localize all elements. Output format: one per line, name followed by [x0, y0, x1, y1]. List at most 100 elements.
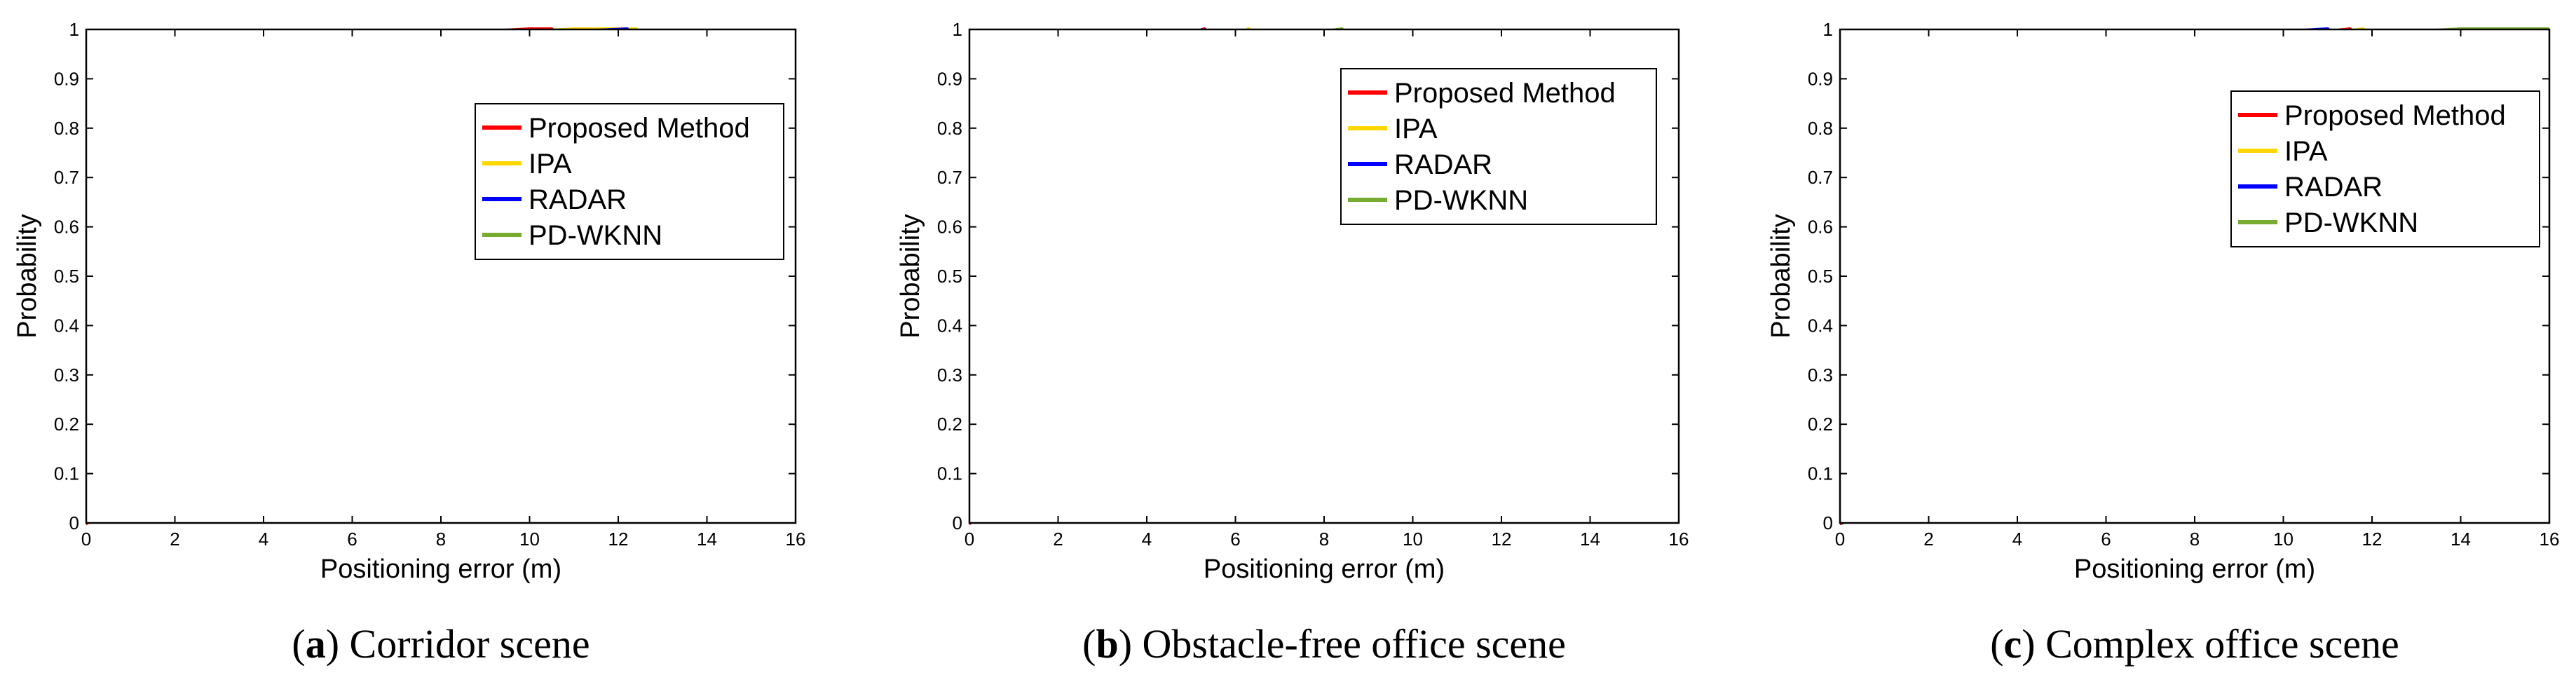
legend-label-proposed-method: Proposed Method — [2284, 100, 2506, 131]
x-tick-label: 4 — [259, 529, 268, 550]
caption-paren-close: ) — [326, 621, 350, 667]
x-tick-label: 2 — [1053, 529, 1063, 550]
y-tick-label: 0.4 — [937, 315, 962, 336]
caption-paren-close: ) — [2022, 621, 2045, 667]
x-tick-label: 8 — [2190, 529, 2200, 550]
x-axis-label: Positioning error (m) — [320, 554, 561, 584]
y-tick-label: 0.5 — [54, 266, 79, 287]
x-tick-label: 16 — [1669, 529, 1689, 550]
x-axis-label: Positioning error (m) — [1204, 554, 1445, 584]
legend: Proposed Method IPA RADAR PD-WKNN — [475, 103, 784, 260]
x-tick-label: 10 — [2273, 529, 2294, 550]
caption-paren-open: ( — [1990, 621, 2003, 667]
caption-text: Complex office scene — [2045, 621, 2399, 667]
x-tick-label: 4 — [2012, 529, 2022, 550]
chart-panel-3: 0 2 4 6 8 10 12 14 16 0 0.1 0.2 0.3 0.4 0.5 0.6 0.7 0.8 0.… — [1766, 19, 2559, 667]
y-tick-label: 0.2 — [937, 414, 962, 435]
x-tick-label: 8 — [436, 529, 446, 550]
legend-label-radar: RADAR — [2284, 172, 2383, 203]
legend-box — [1340, 68, 1657, 225]
x-tick-label: 12 — [608, 529, 629, 550]
y-tick-label: 0.1 — [937, 463, 962, 484]
y-tick-label: 0.4 — [54, 315, 79, 336]
y-tick-label: 0.7 — [1808, 167, 1833, 188]
x-tick-label: 6 — [347, 529, 357, 550]
legend: Proposed Method IPA RADAR PD-WKNN — [1340, 68, 1657, 225]
y-tick-label: 0.9 — [1808, 68, 1833, 89]
y-tick-label: 1 — [69, 19, 79, 40]
y-tick-label: 0.1 — [54, 463, 79, 484]
y-tick-label: 0.8 — [937, 118, 962, 139]
x-tick-label: 6 — [2101, 529, 2111, 550]
caption-text: Obstacle-free office scene — [1143, 621, 1566, 667]
x-tick-label: 4 — [1142, 529, 1152, 550]
y-tick-label: 0.5 — [1808, 266, 1833, 287]
legend-label-radar: RADAR — [529, 184, 627, 215]
y-tick-label: 0.6 — [54, 217, 79, 238]
legend-label-ipa: IPA — [1394, 114, 1438, 144]
figure-caption: (b) Obstacle-free office scene — [1082, 621, 1566, 667]
y-tick-label: 0.5 — [937, 266, 962, 287]
caption-text: Corridor scene — [350, 621, 590, 667]
x-tick-label: 2 — [1923, 529, 1933, 550]
x-tick-label: 0 — [965, 529, 974, 550]
y-tick-label: 0.4 — [1808, 315, 1833, 336]
legend-box — [475, 103, 784, 260]
x-tick-label: 0 — [81, 529, 91, 550]
legend: Proposed Method IPA RADAR PD-WKNN — [2230, 90, 2540, 247]
x-tick-label: 14 — [1580, 529, 1600, 550]
y-tick-label: 0.1 — [1808, 463, 1833, 484]
legend-label-ipa: IPA — [2284, 136, 2328, 167]
x-tick-label: 16 — [2540, 529, 2560, 550]
y-tick-label: 0 — [69, 512, 79, 533]
x-tick-label: 16 — [786, 529, 806, 550]
caption-label: b — [1096, 621, 1118, 667]
caption-paren-open: ( — [292, 621, 305, 667]
x-tick-label: 14 — [697, 529, 717, 550]
y-axis-label: Probability — [1766, 214, 1796, 338]
y-tick-label: 0.8 — [54, 118, 79, 139]
x-tick-label: 8 — [1319, 529, 1329, 550]
chart-panel-1: 0 2 4 6 8 10 12 14 16 0 0.1 0.2 0.3 0.4 0.5 0.6 0.7 0.8 0.… — [13, 19, 805, 667]
x-tick-label: 0 — [1835, 529, 1845, 550]
x-tick-label: 10 — [519, 529, 540, 550]
y-tick-label: 1 — [1823, 19, 1833, 40]
y-tick-label: 0.8 — [1808, 118, 1833, 139]
x-tick-label: 6 — [1230, 529, 1240, 550]
y-tick-label: 1 — [953, 19, 962, 40]
y-tick-label: 0.2 — [54, 414, 79, 435]
y-axis-label: Probability — [13, 214, 42, 338]
legend-label-proposed-method: Proposed Method — [1394, 78, 1616, 109]
caption-paren-open: ( — [1082, 621, 1096, 667]
y-tick-label: 0.3 — [937, 365, 962, 386]
x-tick-label: 10 — [1403, 529, 1423, 550]
caption-paren-close: ) — [1119, 621, 1143, 667]
caption-label: a — [306, 621, 326, 667]
x-tick-label: 12 — [1492, 529, 1512, 550]
y-tick-label: 0.3 — [1808, 365, 1833, 386]
legend-label-pd-wknn: PD-WKNN — [2284, 207, 2418, 238]
legend-label-pd-wknn: PD-WKNN — [1394, 185, 1528, 216]
figure-caption: (c) Complex office scene — [1990, 621, 2399, 667]
chart-panel-2: 0 2 4 6 8 10 12 14 16 0 0.1 0.2 0.3 0.4 0.5 0.6 0.7 0.8 0.… — [896, 19, 1689, 667]
x-tick-label: 14 — [2451, 529, 2471, 550]
y-tick-label: 0.3 — [54, 365, 79, 386]
figure-caption: (a) Corridor scene — [292, 621, 590, 667]
y-tick-label: 0 — [953, 512, 962, 533]
x-tick-label: 12 — [2362, 529, 2383, 550]
y-tick-label: 0.7 — [54, 167, 79, 188]
legend-label-ipa: IPA — [529, 149, 572, 179]
legend-label-radar: RADAR — [1394, 149, 1492, 180]
legend-label-pd-wknn: PD-WKNN — [529, 220, 662, 251]
y-tick-label: 0.2 — [1808, 414, 1833, 435]
legend-box — [2230, 90, 2540, 247]
x-tick-label: 2 — [170, 529, 179, 550]
x-axis-label: Positioning error (m) — [2074, 554, 2315, 584]
y-axis-label: Probability — [896, 214, 925, 338]
y-tick-label: 0 — [1823, 512, 1833, 533]
y-tick-label: 0.7 — [937, 167, 962, 188]
y-tick-label: 0.9 — [937, 68, 962, 89]
caption-label: c — [2004, 621, 2022, 667]
y-tick-label: 0.6 — [937, 217, 962, 238]
